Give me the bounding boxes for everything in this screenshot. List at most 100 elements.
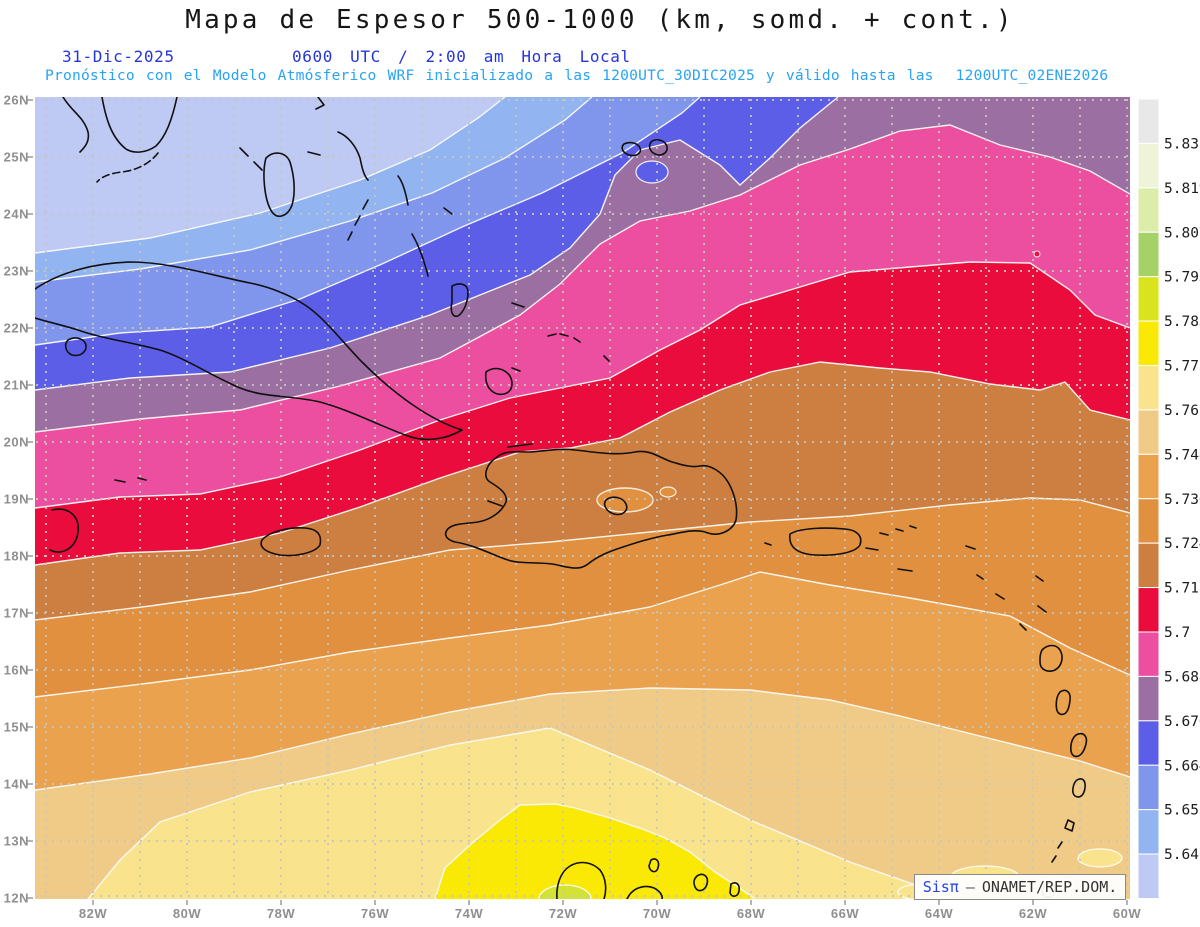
contour-loop-gulf (62, 97, 90, 153)
colorbar-label: 5.7 (1164, 625, 1190, 641)
red-pocket (1033, 250, 1041, 258)
colorbar-label: 5.724 (1164, 536, 1200, 552)
colorbar-label: 5.748 (1164, 447, 1200, 463)
island-puerto-rico (789, 527, 862, 556)
lat-label: 14N (4, 777, 29, 792)
islands-grenadines (1051, 841, 1063, 863)
island-gonave (487, 500, 503, 507)
lat-label: 18N (4, 549, 29, 564)
contour-line (35, 97, 701, 346)
band-5.783-pocket (538, 884, 592, 899)
contour-line (35, 97, 839, 391)
island-san-salvador (443, 207, 453, 215)
coastline-cuba-south (35, 317, 463, 441)
colorbar-segment (1137, 142, 1160, 189)
lat-label: 17N (4, 606, 29, 621)
coastline-cuba-north (35, 261, 463, 431)
island-dominica (1055, 689, 1071, 716)
lat-label: 22N (4, 321, 29, 336)
islands-caicos (547, 333, 581, 343)
lon-label: 80W (173, 906, 201, 921)
colorbar-segment (1137, 542, 1160, 589)
lat-label: 15N (4, 720, 29, 735)
lat-label: 21N (4, 378, 29, 393)
colorbar-segment (1137, 453, 1160, 500)
lon-label: 72W (549, 906, 577, 921)
contour-line (434, 803, 756, 899)
colorbar-segment (1137, 764, 1160, 811)
colorbar-segment (1137, 276, 1160, 322)
coastlines (35, 97, 1088, 899)
forecast-line: Pronóstico con el Modelo Atmósferico WRF… (45, 67, 1109, 84)
lon-label: 82W (79, 906, 107, 921)
lon-label: 74W (455, 906, 483, 921)
contour-line (35, 687, 1130, 791)
contour-line (87, 727, 956, 899)
lon-label: 78W (267, 906, 295, 921)
island-bonaire (729, 882, 740, 897)
colorbar-labels: 5.831 5.819 5.807 5.795 5.783 5.772 5.76 5.748 5… (1164, 136, 1200, 863)
island-new-providence (307, 151, 321, 156)
islands-bimini-berry (239, 147, 263, 171)
contour-line (35, 261, 1130, 509)
attribution-dash: – (965, 878, 975, 896)
orange-pocket (659, 486, 677, 498)
contour-line (35, 571, 1130, 698)
island-mona (764, 542, 772, 546)
island-guadeloupe (1039, 644, 1063, 672)
colorbar-label: 5.712 (1164, 581, 1200, 597)
coastline-paraguana (626, 885, 663, 899)
lat-label: 25N (4, 150, 29, 165)
lon-label: 64W (925, 906, 953, 921)
colorbar-label: 5.652 (1164, 803, 1200, 819)
colorbar-label: 5.831 (1164, 136, 1200, 152)
colorbar-segment (1137, 98, 1160, 144)
island-martinique (1070, 732, 1088, 758)
colorbar-label: 5.664 (1164, 758, 1200, 774)
thickness-map (35, 97, 1130, 899)
coastline-florida (101, 97, 178, 153)
page-title: Mapa de Espesor 500-1000 (km, somd. + co… (185, 5, 1015, 35)
islands-exuma (347, 199, 369, 241)
attribution-box: Sisπ – ONAMET/REP.DOM. (914, 874, 1126, 900)
island-curacao (693, 873, 709, 892)
colorbar-segment (1137, 498, 1160, 544)
island-st-lucia (1072, 778, 1086, 798)
colorbar-segment (1137, 365, 1160, 411)
latitude-axis: 26N 25N 24N 23N 22N 21N 20N 19N 18N 17N 16N 15N 14N 1… (4, 93, 29, 906)
island-crooked-acklins (450, 283, 469, 318)
colorbar-label: 5.783 (1164, 314, 1200, 330)
graticule (36, 99, 1129, 897)
colorbar-label: 5.807 (1164, 225, 1200, 241)
lat-label: 13N (4, 834, 29, 849)
lat-label: 16N (4, 663, 29, 678)
colorbar (1137, 98, 1160, 899)
islands-virgin (879, 525, 917, 536)
colorbar-segment (1137, 320, 1160, 367)
island-aruba (648, 858, 660, 873)
attribution-org: ONAMET/REP.DOM. (981, 878, 1118, 896)
colorbar-segment (1137, 631, 1160, 677)
attribution-brand: Sisπ (922, 878, 959, 896)
island-andros (263, 152, 295, 217)
colorbar-segment (1137, 675, 1160, 722)
lat-label: 20N (4, 435, 29, 450)
island-eleuthera (337, 131, 369, 181)
colorbar-segment (1137, 809, 1160, 855)
island-st-croix (897, 568, 913, 572)
island-jamaica (260, 527, 322, 557)
islands-cayman (114, 477, 147, 483)
colorbar-segment (1137, 720, 1160, 766)
colorbar-label: 5.795 (1164, 270, 1200, 286)
axis-ticks (27, 99, 1128, 905)
island-tortuga (507, 443, 533, 448)
lat-label: 23N (4, 264, 29, 279)
colorbar-segment (1137, 231, 1160, 278)
contour-loop-bahamas (621, 139, 668, 157)
colorbar-label: 5.76 (1164, 403, 1199, 419)
lat-label: 26N (4, 93, 29, 108)
colorbar-segment (1137, 587, 1160, 633)
lon-label: 76W (361, 906, 389, 921)
colorbar-segment (1137, 187, 1160, 233)
